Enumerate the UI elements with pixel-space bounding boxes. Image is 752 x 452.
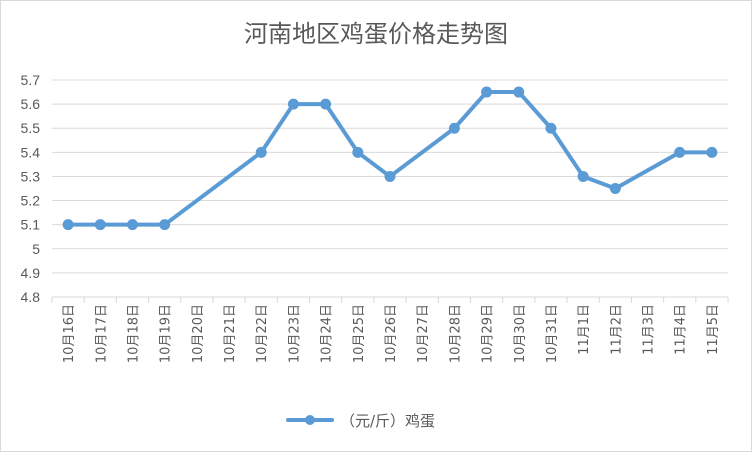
data-point [320,98,332,110]
y-tick-label: 5.1 [21,217,41,233]
x-tick-label: 10月29日 [481,304,496,363]
data-point [577,170,589,182]
data-point [384,170,396,182]
x-tick-label: 10月16日 [62,304,77,363]
x-tick-label: 11月1日 [577,304,592,355]
x-tick-label: 10月20日 [191,304,206,363]
x-tick-label: 10月26日 [384,304,399,363]
x-tick-label: 10月22日 [255,304,270,363]
chart-title: 河南地区鸡蛋价格走势图 [244,20,508,48]
y-tick-label: 5.4 [21,144,41,160]
y-tick-label: 5 [32,241,40,257]
data-point [448,122,460,134]
data-point [609,183,621,194]
data-point [545,122,557,134]
x-tick-label: 10月24日 [320,304,335,363]
x-tick-label: 11月4日 [674,304,689,355]
x-tick-label: 10月31日 [545,304,560,363]
x-tick-label: 10月23日 [287,304,302,363]
x-tick-label: 10月27日 [416,304,431,363]
x-tick-label: 10月28日 [448,304,463,363]
data-point [255,146,267,158]
data-point [674,146,686,158]
y-tick-label: 5.6 [21,96,41,112]
x-tick-label: 10月21日 [223,304,238,363]
data-point [159,219,171,231]
legend-label: （元/斤）鸡蛋 [340,412,435,430]
x-tick-label: 11月5日 [706,304,721,355]
x-tick-label: 11月2日 [609,304,624,355]
y-tick-label: 5.5 [21,120,41,136]
y-tick-label: 4.9 [21,265,41,281]
y-tick-label: 5.7 [21,72,41,88]
x-tick-label: 10月25日 [352,304,367,363]
x-tick-label: 11月3日 [642,304,657,355]
series-line [66,90,714,227]
data-point [62,219,74,231]
data-point [287,98,299,110]
y-tick-label: 4.8 [21,289,41,305]
data-point [513,86,525,98]
x-tick-label: 10月30日 [513,304,528,363]
x-tick-label: 10月18日 [126,304,141,363]
data-point [94,219,106,231]
data-point [481,86,493,98]
data-point [126,219,138,231]
data-point [706,146,718,158]
data-point [352,146,364,158]
y-tick-label: 5.3 [21,168,41,184]
x-tick-label: 10月17日 [94,304,109,363]
x-tick-label: 10月19日 [159,304,174,363]
y-tick-label: 5.2 [21,193,41,209]
legend-marker [305,415,315,425]
